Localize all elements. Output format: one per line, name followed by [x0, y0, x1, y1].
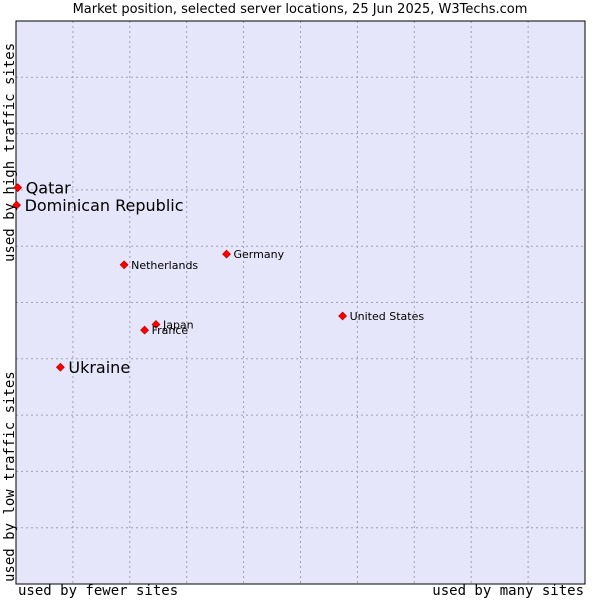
point-label-united-states: United States — [350, 310, 425, 323]
point-label-dominican-republic: Dominican Republic — [25, 196, 184, 215]
y-axis-label-top: used by high traffic sites — [2, 42, 18, 262]
chart-title: Market position, selected server locatio… — [72, 2, 528, 17]
point-label-netherlands: Netherlands — [131, 259, 198, 272]
point-label-germany: Germany — [234, 248, 285, 261]
point-marker-united-states — [338, 311, 348, 321]
point-label-ukraine: Ukraine — [68, 358, 130, 377]
point-marker-japan — [151, 320, 161, 329]
point-label-japan: Japan — [162, 318, 194, 331]
point-marker-france — [140, 325, 150, 335]
point-label-france: France — [152, 324, 189, 337]
x-axis-label-right: used by many sites — [432, 583, 584, 599]
point-marker-ukraine — [55, 362, 65, 372]
point-label-qatar: Qatar — [26, 179, 71, 198]
x-axis-label-left: used by fewer sites — [18, 583, 179, 599]
y-axis-label-bottom: used by low traffic sites — [2, 371, 18, 582]
point-marker-dominican-republic — [12, 200, 21, 210]
point-marker-qatar — [13, 183, 23, 193]
plot-border — [15, 20, 586, 585]
point-marker-netherlands — [119, 260, 129, 270]
point-marker-germany — [222, 249, 231, 259]
